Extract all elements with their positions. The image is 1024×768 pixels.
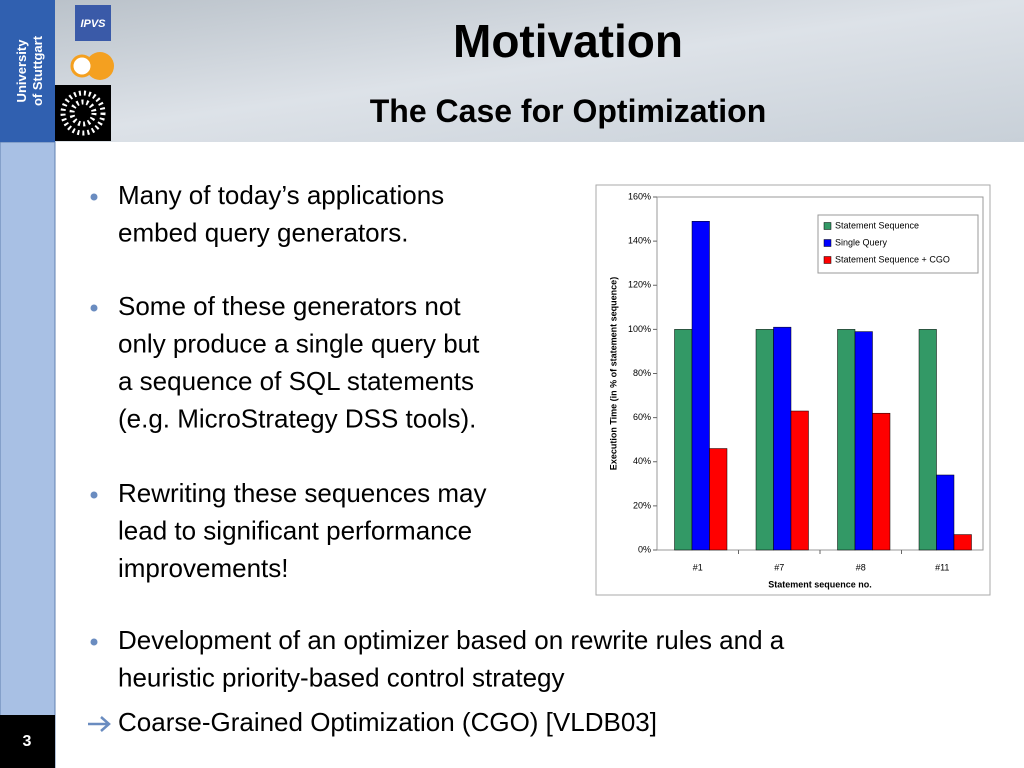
y-tick-label: 120% [628, 280, 651, 290]
legend-label: Statement Sequence + CGO [835, 254, 950, 264]
bar [953, 534, 972, 551]
bar [691, 221, 710, 551]
y-tick-label: 140% [628, 236, 651, 246]
bar [709, 448, 728, 551]
bullet-text: improvements! [118, 553, 289, 583]
bullet-text: Many of today’s applications [118, 180, 444, 210]
x-tick-label: #7 [774, 562, 784, 572]
legend-box [817, 214, 979, 274]
x-tick-label: #11 [935, 562, 949, 572]
bar [674, 329, 693, 551]
y-tick-label: 60% [633, 412, 651, 422]
bar [872, 412, 891, 551]
legend-swatch [823, 256, 832, 264]
sidebar [0, 141, 56, 768]
y-tick-label: 80% [633, 368, 651, 378]
legend-label: Statement Sequence [835, 220, 919, 230]
bullet-dot [90, 193, 98, 201]
legend-swatch [823, 222, 832, 230]
bullet-text: heuristic priority-based control strateg… [118, 662, 565, 692]
bullet-text: only produce a single query but [118, 328, 480, 358]
y-axis-label: Execution Time (in % of statement sequen… [608, 277, 618, 470]
bullet-text: a sequence of SQL statements [118, 366, 474, 396]
y-tick-label: 0% [638, 544, 651, 554]
bar [790, 410, 809, 551]
legend-swatch [823, 239, 832, 247]
bar [936, 474, 955, 551]
bullet-text: Development of an optimizer based on rew… [118, 625, 785, 655]
y-tick-label: 20% [633, 500, 651, 510]
y-tick-label: 40% [633, 456, 651, 466]
ipvs-logo [75, 5, 111, 41]
page-number: 3 [23, 733, 32, 750]
as-logo [70, 54, 94, 78]
bar [854, 331, 873, 551]
legend-label: Single Query [835, 237, 888, 247]
y-tick-label: 160% [628, 191, 651, 201]
university-line: of Stuttgart [30, 35, 45, 106]
bullet-dot [90, 491, 98, 499]
x-tick-label: #8 [856, 562, 866, 572]
university-band [0, 0, 55, 142]
bullet-text: (e.g. MicroStrategy DSS tools). [118, 403, 476, 433]
header-background [0, 0, 1024, 142]
page-number-box [0, 715, 55, 768]
bar [837, 329, 856, 551]
bullet-text: embed query generators. [118, 217, 409, 247]
bullet-text: lead to significant performance [118, 515, 472, 545]
uni-logo-dots [69, 99, 97, 127]
bar [773, 326, 792, 551]
y-tick-label: 100% [628, 324, 651, 334]
ipvs-logo-text: IPVS [80, 18, 106, 30]
arrow-icon [88, 716, 111, 732]
bullet-dot [90, 638, 98, 646]
slide-subtitle: The Case for Optimization [370, 93, 766, 129]
slide-title: Motivation [453, 15, 683, 67]
bar [918, 329, 937, 551]
x-tick-label: #1 [693, 562, 703, 572]
x-axis-label: Statement sequence no. [768, 579, 872, 589]
bullet-text: Some of these generators not [118, 291, 461, 321]
university-line: University [14, 39, 29, 103]
uni-logo-dots [60, 90, 106, 136]
as-logo [86, 52, 114, 80]
conclusion: Coarse-Grained Optimization (CGO) [VLDB0… [118, 707, 657, 737]
bar [755, 329, 774, 551]
bullet-text: Rewriting these sequences may [118, 478, 487, 508]
bullet-dot [90, 304, 98, 312]
